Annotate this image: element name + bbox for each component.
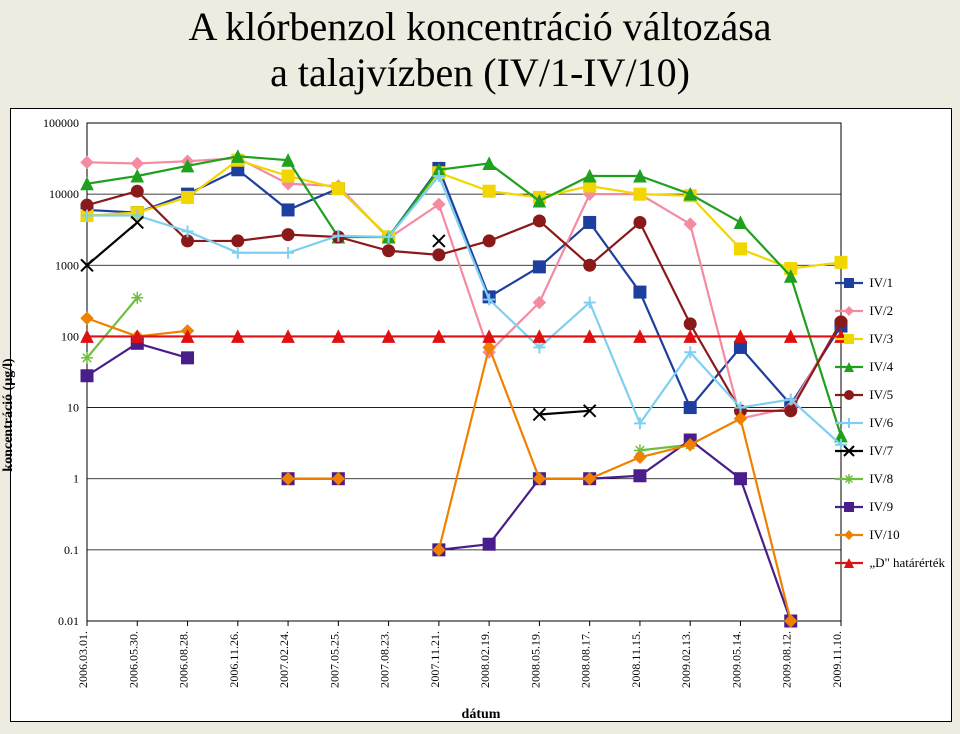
legend-label: IV/4 <box>869 359 893 375</box>
page-title: A klórbenzol koncentráció változása a ta… <box>0 0 960 96</box>
svg-text:100: 100 <box>61 329 79 343</box>
title-line-2: a talajvízben (IV/1-IV/10) <box>270 50 690 95</box>
svg-text:2007.02.24.: 2007.02.24. <box>277 631 291 688</box>
svg-text:0.01: 0.01 <box>58 614 79 628</box>
svg-text:2009.05.14.: 2009.05.14. <box>729 631 743 688</box>
legend-item: IV/6 <box>835 409 945 437</box>
legend-item: IV/1 <box>835 269 945 297</box>
legend-label: IV/5 <box>869 387 893 403</box>
legend-label: IV/6 <box>869 415 893 431</box>
svg-text:0.1: 0.1 <box>64 543 79 557</box>
svg-text:2007.05.25.: 2007.05.25. <box>327 631 341 688</box>
chart-container: koncentráció (µg/l) 0.010.11101001000100… <box>10 108 952 722</box>
legend-label: IV/10 <box>869 527 899 543</box>
legend-label: „D" határérték <box>869 555 945 571</box>
legend-item: IV/9 <box>835 493 945 521</box>
page-frame: A klórbenzol koncentráció változása a ta… <box>0 0 960 734</box>
svg-text:2008.05.19.: 2008.05.19. <box>528 631 542 688</box>
svg-text:2008.08.17.: 2008.08.17. <box>579 631 593 688</box>
svg-text:1: 1 <box>73 472 79 486</box>
legend-label: IV/9 <box>869 499 893 515</box>
legend-label: IV/8 <box>869 471 893 487</box>
svg-text:2007.11.21.: 2007.11.21. <box>428 631 442 688</box>
svg-text:2006.03.01.: 2006.03.01. <box>76 631 90 688</box>
legend-label: IV/1 <box>869 275 893 291</box>
svg-text:2008.02.19.: 2008.02.19. <box>478 631 492 688</box>
svg-text:2009.02.13.: 2009.02.13. <box>679 631 693 688</box>
svg-text:2009.11.10.: 2009.11.10. <box>830 631 844 688</box>
legend-item: IV/4 <box>835 353 945 381</box>
svg-text:100000: 100000 <box>43 116 79 130</box>
svg-text:2008.11.15.: 2008.11.15. <box>629 631 643 688</box>
legend-label: IV/7 <box>869 443 893 459</box>
legend-item: IV/3 <box>835 325 945 353</box>
legend-item: IV/2 <box>835 297 945 325</box>
svg-text:2006.05.30.: 2006.05.30. <box>126 631 140 688</box>
svg-text:2009.08.12.: 2009.08.12. <box>780 631 794 688</box>
legend-label: IV/2 <box>869 303 893 319</box>
legend-item: „D" határérték <box>835 549 945 577</box>
title-line-1: A klórbenzol koncentráció változása <box>188 4 771 49</box>
legend-item: IV/10 <box>835 521 945 549</box>
legend-item: IV/5 <box>835 381 945 409</box>
svg-text:2006.08.28.: 2006.08.28. <box>177 631 191 688</box>
legend-item: IV/8 <box>835 465 945 493</box>
svg-text:10: 10 <box>67 401 79 415</box>
legend-item: IV/7 <box>835 437 945 465</box>
chart-svg: 0.01 0.1 1 10 100 1000 10000 100000 2006.03.01. 2… <box>11 109 951 719</box>
svg-text:2006.11.26.: 2006.11.26. <box>227 631 241 688</box>
svg-text:10000: 10000 <box>49 187 79 201</box>
legend-label: IV/3 <box>869 331 893 347</box>
svg-text:2007.08.23.: 2007.08.23. <box>378 631 392 688</box>
x-axis-label: dátum <box>462 707 501 723</box>
svg-text:1000: 1000 <box>55 258 79 272</box>
y-axis-label: koncentráció (µg/l) <box>1 358 17 471</box>
legend: IV/1 IV/2 IV/3 IV/4 IV/5 IV/6 IV/7 IV/8 IV/9 IV/1… <box>835 269 945 577</box>
